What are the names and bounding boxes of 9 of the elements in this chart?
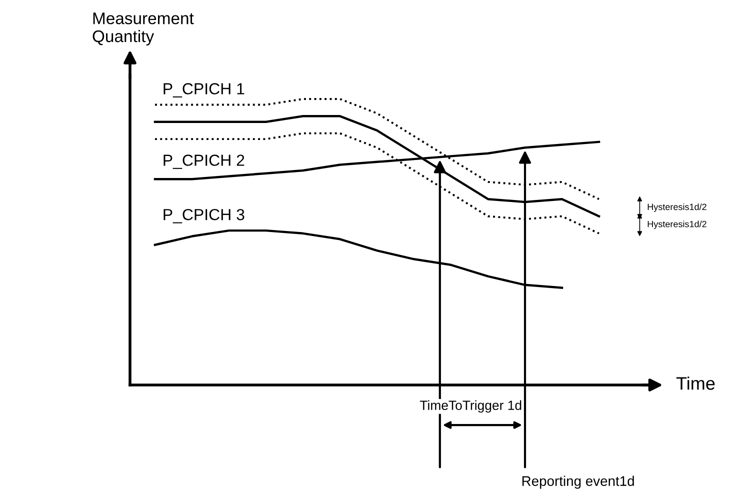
y-axis-title: Measurement Quantity xyxy=(92,12,194,46)
series-label: P_CPICH 2 xyxy=(164,154,244,169)
annotation: Hysteresis1d/2 xyxy=(648,203,706,212)
series-label: P_CPICH 3 xyxy=(164,208,244,224)
series-label: P_CPICH 1 xyxy=(164,83,244,98)
x-axis-title: Time xyxy=(676,376,715,390)
annotation: Hysteresis1d/2 xyxy=(648,220,706,230)
text: Reporting event1d xyxy=(522,476,634,489)
text: TimeToTrigger 1d xyxy=(420,400,522,413)
